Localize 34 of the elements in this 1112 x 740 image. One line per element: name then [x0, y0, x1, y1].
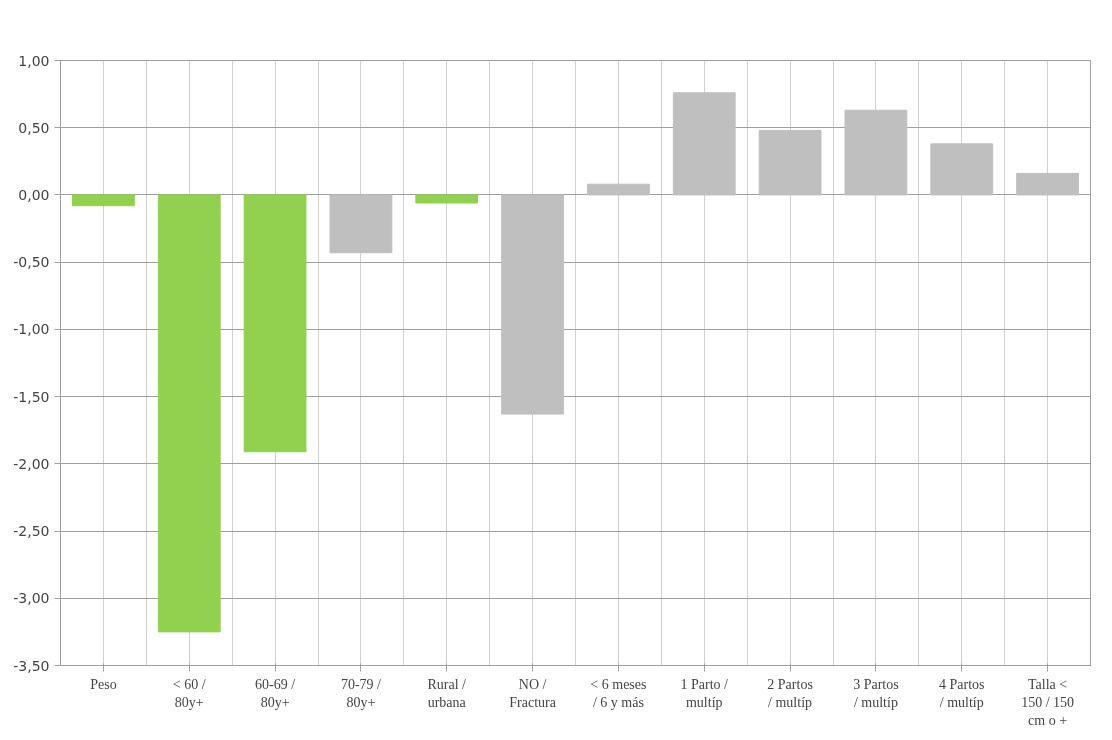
y-tick-label: -1,50 [13, 388, 50, 405]
y-tick-label: 0,00 [18, 186, 50, 203]
bar [415, 194, 479, 204]
x-tick-label: 1 Parto / multíp [680, 676, 729, 710]
x-tick-label: 70-79 / 80y+ [340, 676, 382, 710]
x-tick-label: Peso [90, 676, 117, 692]
x-tick-label: 4 Partos / multíp [939, 676, 985, 710]
y-tick-label: -1,00 [13, 321, 50, 338]
bar [672, 92, 736, 196]
bar [844, 109, 908, 196]
bar [243, 194, 307, 453]
y-tick-label: -0,50 [13, 254, 50, 271]
x-tick-label: 2 Partos / multíp [767, 676, 813, 710]
bar [758, 129, 822, 196]
x-tick-label: < 60 / 80y+ [172, 676, 206, 710]
y-tick-label: -2,00 [13, 455, 50, 472]
y-tick-label: -3,00 [13, 590, 50, 607]
y-tick-label: -2,50 [13, 523, 50, 540]
bar [587, 183, 650, 196]
x-tick-label: 3 Partos / multíp [853, 676, 899, 710]
bar [930, 143, 994, 196]
x-tick-label: Rural / urbana [427, 676, 467, 710]
y-tick-label: 1,00 [18, 52, 50, 69]
bar [157, 194, 221, 633]
x-tick-label: NO / Fractura [509, 676, 557, 710]
x-tick-label: < 6 meses / 6 y más [590, 676, 647, 710]
x-tick-label: 60-69 / 80y+ [255, 676, 296, 710]
bar [501, 194, 564, 415]
x-tick-label: Talla < 150 / 150 cm o + [1021, 676, 1075, 728]
y-tick-label: 0,50 [18, 119, 50, 136]
bar [329, 194, 393, 254]
bar [1016, 172, 1079, 196]
y-tick-label: -3,50 [13, 657, 50, 674]
bar [72, 194, 135, 207]
